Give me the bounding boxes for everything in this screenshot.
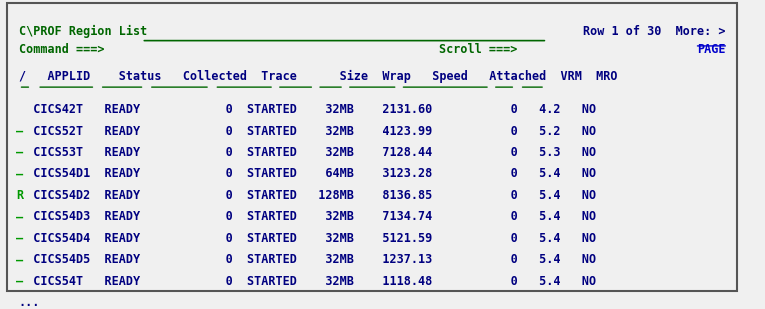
Text: CICS54D5  READY            0  STARTED    32MB    1237.13           0   5.4   NO: CICS54D5 READY 0 STARTED 32MB 1237.13 0 … xyxy=(18,253,596,266)
Text: —: — xyxy=(16,146,24,159)
Text: —: — xyxy=(16,210,24,223)
Text: —: — xyxy=(16,253,24,266)
Text: CICS54D1  READY            0  STARTED    64MB    3123.28           0   5.4   NO: CICS54D1 READY 0 STARTED 64MB 3123.28 0 … xyxy=(18,167,596,180)
Text: ...: ... xyxy=(18,296,40,309)
Text: —: — xyxy=(16,275,24,288)
Text: CICS54T   READY            0  STARTED    32MB    1118.48           0   5.4   NO: CICS54T READY 0 STARTED 32MB 1118.48 0 5… xyxy=(18,275,596,288)
Text: Command ===>: Command ===> xyxy=(18,43,104,56)
Text: —: — xyxy=(16,232,24,245)
Text: R: R xyxy=(16,189,24,202)
Text: CICS53T   READY            0  STARTED    32MB    7128.44           0   5.3   NO: CICS53T READY 0 STARTED 32MB 7128.44 0 5… xyxy=(18,146,596,159)
Text: Scroll ===>: Scroll ===> xyxy=(439,43,517,56)
Text: —: — xyxy=(16,167,24,180)
Text: CICS54D3  READY            0  STARTED    32MB    7134.74           0   5.4   NO: CICS54D3 READY 0 STARTED 32MB 7134.74 0 … xyxy=(18,210,596,223)
Text: —: — xyxy=(16,125,24,138)
Text: Row 1 of 30  More: >: Row 1 of 30 More: > xyxy=(584,25,726,38)
Text: CICS42T   READY            0  STARTED    32MB    2131.60           0   4.2   NO: CICS42T READY 0 STARTED 32MB 2131.60 0 4… xyxy=(18,103,596,116)
Text: PAGE: PAGE xyxy=(698,43,726,56)
Text: CICS52T   READY            0  STARTED    32MB    4123.99           0   5.2   NO: CICS52T READY 0 STARTED 32MB 4123.99 0 5… xyxy=(18,125,596,138)
FancyBboxPatch shape xyxy=(8,3,737,291)
Text: C\PROF Region List: C\PROF Region List xyxy=(18,25,147,38)
Text: CICS54D2  READY            0  STARTED   128MB    8136.85           0   5.4   NO: CICS54D2 READY 0 STARTED 128MB 8136.85 0… xyxy=(18,189,596,202)
Text: CICS54D4  READY            0  STARTED    32MB    5121.59           0   5.4   NO: CICS54D4 READY 0 STARTED 32MB 5121.59 0 … xyxy=(18,232,596,245)
Text: /   APPLID    Status   Collected  Trace      Size  Wrap   Speed   Attached  VRM : / APPLID Status Collected Trace Size Wra… xyxy=(18,70,617,83)
